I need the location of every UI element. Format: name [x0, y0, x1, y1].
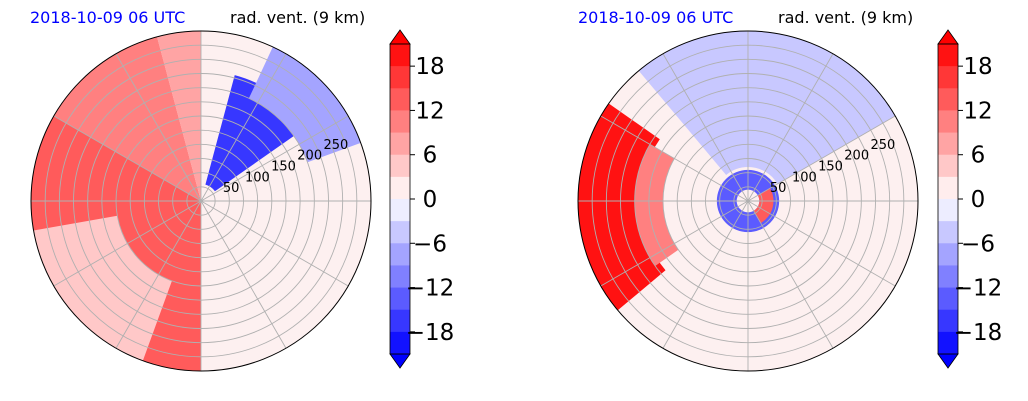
field-region [634, 144, 679, 267]
polar-frame [577, 30, 919, 372]
azimuth-grid-line [747, 200, 834, 349]
colorbar-extend-min [389, 353, 411, 369]
colorbar-segment [390, 199, 410, 222]
colorbar-tick-label: 6 [423, 143, 438, 169]
radial-tick-label: 100 [792, 170, 817, 185]
colorbar-tick-label: −18 [954, 320, 1003, 346]
colorbar-segment [938, 66, 958, 89]
azimuth-grid-line [115, 200, 202, 349]
colorbar-segment [938, 221, 958, 244]
colorbar-tick-label: −18 [406, 320, 455, 346]
azimuth-grid-line [747, 53, 834, 202]
panel-variable-title: rad. vent. (9 km) [230, 8, 366, 27]
azimuth-grid-line [600, 115, 749, 202]
colorbar-segment [390, 265, 410, 289]
field-region [753, 188, 774, 224]
colorbar-segment [390, 66, 410, 89]
field-region [638, 30, 748, 175]
colorbar-segment [938, 199, 958, 222]
field-region [578, 103, 666, 311]
polar-frame [30, 30, 372, 372]
radial-tick-label: 250 [870, 138, 895, 153]
field-region [53, 36, 201, 202]
polar-panel-left: 2018-10-09 06 UTC rad. vent. (9 km) 50 10… [30, 8, 455, 372]
radial-tick-label: 150 [818, 159, 843, 174]
colorbar-segment [390, 132, 410, 156]
azimuth-grid-line [53, 200, 202, 287]
azimuth-grid-line [600, 200, 749, 287]
colorbar-tick-label: −6 [413, 231, 447, 257]
colorbar-segment [938, 176, 958, 200]
azimuth-grid-line [747, 200, 896, 287]
colorbar-segment [938, 331, 958, 355]
radial-tick-label: 50 [223, 181, 240, 196]
colorbar-tick-label: 12 [963, 98, 992, 124]
colorbar-tick-label: −6 [961, 231, 995, 257]
colorbar-tick-label: 18 [963, 54, 992, 80]
colorbar-tick-label: 0 [971, 187, 986, 213]
azimuth-grid-line [662, 200, 749, 349]
colorbar-extend-min [937, 353, 959, 369]
azimuth-grid-line [747, 115, 896, 202]
colorbar-segment [938, 243, 958, 266]
colorbar-tick-label: 6 [971, 143, 986, 169]
colorbar-extend-max [937, 29, 959, 45]
colorbar-segment [390, 44, 410, 67]
panel-time-title: 2018-10-09 06 UTC [30, 8, 186, 27]
radial-tick-label: 100 [245, 170, 270, 185]
polar-panel-right: 2018-10-09 06 UTC rad. vent. (9 km) 50 10… [514, 0, 1028, 401]
colorbar-segment [938, 44, 958, 67]
colorbar-segment [938, 88, 958, 111]
colorbar-segment [938, 110, 958, 134]
azimuth-grid-line [200, 115, 349, 202]
colorbar-segment [390, 309, 410, 333]
panel-time-title: 2018-10-09 06 UTC [578, 8, 734, 27]
colorbar: 18 12 6 0 −6 −12 −18 [937, 29, 1003, 369]
colorbar-segment [390, 176, 410, 200]
colorbar-segment [938, 309, 958, 333]
colorbar-extend-max [389, 29, 411, 45]
azimuth-grid-line [200, 53, 287, 202]
colorbar: 18 12 6 0 −6 −12 −18 [389, 29, 455, 369]
colorbar-segment [390, 221, 410, 244]
azimuth-grid-line [115, 53, 202, 202]
radial-tick-label: 200 [844, 149, 869, 164]
colorbar-segment [390, 243, 410, 266]
azimuth-grid-line [662, 53, 749, 202]
azimuth-grid-line [53, 115, 202, 202]
colorbar-segment [938, 154, 958, 178]
colorbar-segment [938, 132, 958, 156]
radial-tick-label: 150 [271, 159, 296, 174]
colorbar-segment [390, 331, 410, 355]
colorbar-segment [390, 88, 410, 111]
colorbar-tick-label: −12 [406, 276, 455, 302]
colorbar-segment [390, 287, 410, 311]
radial-tick-label: 50 [770, 181, 787, 196]
colorbar-segment [390, 154, 410, 178]
colorbar-segment [938, 287, 958, 311]
colorbar-segment [938, 265, 958, 289]
colorbar-tick-label: −12 [954, 276, 1003, 302]
field-region [157, 31, 201, 201]
field-region [748, 31, 896, 184]
azimuth-grid-line [200, 200, 349, 287]
azimuth-grid-line [200, 200, 287, 349]
colorbar-tick-label: 0 [423, 187, 438, 213]
colorbar-tick-label: 18 [415, 54, 444, 80]
colorbar-tick-label: 12 [415, 98, 444, 124]
radial-tick-label: 200 [297, 149, 322, 164]
field-region [33, 215, 172, 361]
panel-variable-title: rad. vent. (9 km) [778, 8, 914, 27]
radial-tick-label: 250 [323, 138, 348, 153]
colorbar-segment [390, 110, 410, 134]
